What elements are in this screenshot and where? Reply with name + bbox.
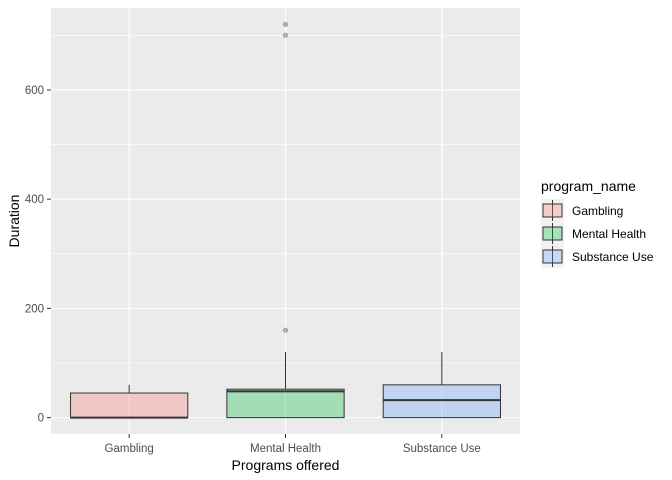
legend-key-swatch xyxy=(542,203,563,218)
legend-title: program_name xyxy=(541,178,636,194)
y-axis: 0 200 400 600 xyxy=(25,85,51,425)
box-body xyxy=(226,388,345,419)
legend-key-swatch xyxy=(542,249,563,264)
y-tick-label: 400 xyxy=(25,194,44,206)
legend-label: Mental Health xyxy=(572,227,646,241)
legend-label: Gambling xyxy=(572,204,623,218)
y-tick-label: 0 xyxy=(38,413,44,425)
x-tick-label: Mental Health xyxy=(250,443,321,455)
legend-item: Gambling xyxy=(541,199,623,222)
outlier-point xyxy=(282,327,289,333)
x-axis: Gambling Mental Health Substance Use xyxy=(105,434,481,455)
legend: program_name Gambling Mental Health Substa… xyxy=(541,178,654,268)
box-substance-use xyxy=(382,352,501,419)
box-body xyxy=(70,392,189,419)
box-mental-health xyxy=(226,21,345,419)
legend-item: Substance Use xyxy=(541,245,654,268)
legend-key-swatch xyxy=(542,226,563,241)
y-axis-title: Duration xyxy=(6,195,22,248)
y-tick-label: 600 xyxy=(25,85,44,97)
legend-label: Substance Use xyxy=(572,250,654,264)
x-axis-title: Programs offered xyxy=(232,457,340,473)
y-tick-label: 200 xyxy=(25,303,44,315)
outlier-point xyxy=(282,32,289,38)
x-tick-label: Gambling xyxy=(105,443,154,455)
legend-item: Mental Health xyxy=(541,222,646,245)
x-tick-label: Substance Use xyxy=(403,443,481,455)
box-gambling xyxy=(70,384,189,419)
box-marks xyxy=(70,21,501,419)
box-body xyxy=(382,384,501,419)
outlier-point xyxy=(282,21,289,27)
